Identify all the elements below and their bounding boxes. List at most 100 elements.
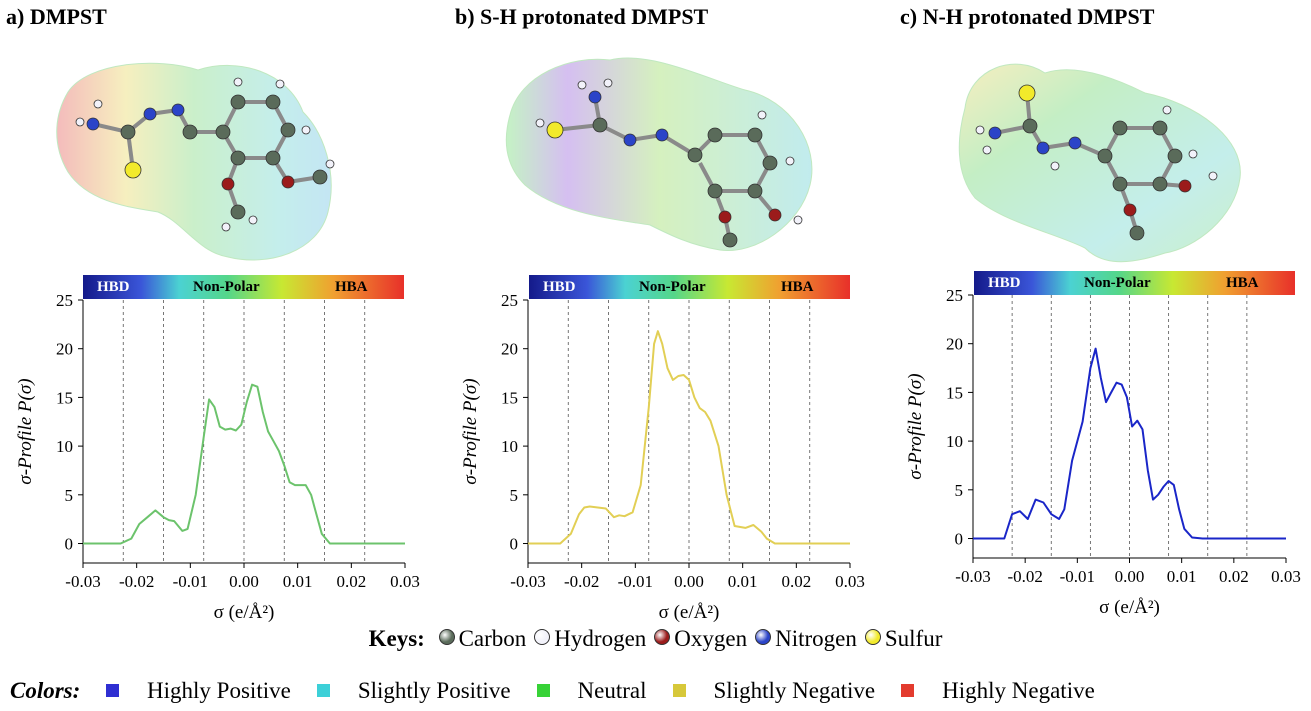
atom-keys-legend: Keys: Carbon Hydrogen Oxygen Nitrogen Sulfur (0, 626, 1311, 652)
color-swatch-icon (536, 684, 550, 697)
x-tick-label: 0.01 (728, 572, 758, 591)
color-swatch-icon (672, 684, 686, 697)
color-label: Highly Negative (942, 678, 1095, 703)
color-item: Slightly Positive (309, 678, 511, 703)
x-tick-label: -0.01 (618, 572, 653, 591)
molecule-surface-image (505, 57, 813, 252)
atom-ball-icon (438, 629, 455, 645)
polarity-scale-bar: HBD Non-Polar HBA (529, 275, 850, 299)
x-tick-label: 0.03 (835, 572, 865, 591)
hbd-label: HBD (97, 278, 130, 295)
nonpolar-label: Non-Polar (639, 278, 706, 295)
hba-label: HBA (781, 278, 814, 295)
x-axis-label: σ (e/Å²) (659, 602, 720, 623)
y-tick-label: 10 (501, 437, 518, 456)
color-item: Highly Positive (98, 678, 291, 703)
key-label: Hydrogen (554, 626, 647, 651)
molecule-surface-image (958, 63, 1241, 263)
x-tick-label: -0.02 (564, 572, 599, 591)
color-swatch-icon (901, 684, 915, 697)
sigma-profile-chart: 0 5 10 15 20 25 -0.03 -0.02 -0.01 0.00 0.01 0.02 0.0… (15, 291, 420, 623)
panel-title: c) N-H protonated DMPST (900, 4, 1155, 29)
x-tick-label: -0.01 (1060, 567, 1095, 586)
y-tick-label: 5 (955, 481, 964, 500)
colors-title: Colors: (10, 678, 81, 703)
y-tick-label: 10 (946, 432, 963, 451)
y-axis-label: σ-Profile P(σ) (905, 373, 926, 479)
y-axis-label: σ-Profile P(σ) (15, 378, 36, 484)
x-tick-label: 0.00 (674, 572, 704, 591)
y-tick-label: 0 (510, 535, 519, 554)
polarity-scale-bar: HBD Non-Polar HBA (974, 271, 1295, 295)
x-tick-label: 0.01 (283, 572, 313, 591)
sigma-profile-line (528, 330, 850, 545)
x-tick-label: 0.02 (1219, 567, 1249, 586)
sigma-profile-chart: 0 5 10 15 20 25 -0.03 -0.02 -0.01 0.00 0.01 0.02 0.0… (460, 291, 865, 623)
x-tick-label: 0.01 (1167, 567, 1197, 586)
y-tick-label: 10 (56, 437, 73, 456)
x-tick-label: 0.02 (336, 572, 366, 591)
key-label: Sulfur (884, 626, 943, 651)
x-tick-label: -0.03 (955, 567, 990, 586)
key-item: Oxygen (654, 626, 747, 651)
color-label: Neutral (577, 678, 647, 703)
atom-ball-icon (755, 629, 772, 645)
key-label: Oxygen (674, 626, 748, 651)
key-item: Sulfur (864, 626, 943, 651)
y-tick-label: 5 (65, 486, 74, 505)
y-tick-label: 15 (946, 383, 963, 402)
sigma-profile-chart: 0 5 10 15 20 25 -0.03 -0.02 -0.01 0.00 0.01 0.02 0.0… (905, 286, 1301, 618)
hbd-label: HBD (988, 274, 1021, 291)
hbd-label: HBD (543, 278, 576, 295)
color-label: Slightly Negative (713, 678, 876, 703)
key-item: Nitrogen (755, 626, 857, 651)
y-tick-label: 0 (955, 530, 964, 549)
color-swatch-icon (316, 684, 330, 697)
key-item: Carbon (438, 626, 527, 651)
x-tick-label: -0.02 (119, 572, 154, 591)
y-tick-label: 20 (56, 340, 73, 359)
color-item: Slightly Negative (665, 678, 876, 703)
y-tick-label: 25 (56, 291, 73, 310)
panel-title: b) S-H protonated DMPST (455, 4, 709, 29)
nonpolar-label: Non-Polar (193, 278, 260, 295)
y-tick-label: 15 (501, 388, 518, 407)
x-tick-label: 0.03 (390, 572, 420, 591)
panel-a: a) DMPST (0, 0, 430, 623)
color-label: Highly Positive (147, 678, 291, 703)
x-axis-label: σ (e/Å²) (1099, 597, 1160, 618)
x-tick-label: -0.01 (173, 572, 208, 591)
x-tick-label: 0.00 (229, 572, 259, 591)
y-tick-label: 20 (501, 340, 518, 359)
color-item: Neutral (529, 678, 647, 703)
atom-ball-icon (654, 629, 671, 645)
sigma-profile-line (83, 383, 405, 545)
panel-c: c) N-H protonated DMPST (890, 0, 1311, 620)
x-tick-label: -0.02 (1007, 567, 1042, 586)
key-label: Carbon (458, 626, 527, 651)
key-label: Nitrogen (775, 626, 857, 651)
y-axis-label: σ-Profile P(σ) (460, 378, 481, 484)
x-tick-label: 0.03 (1271, 567, 1301, 586)
keys-title: Keys: (368, 626, 425, 651)
y-tick-label: 0 (65, 535, 74, 554)
y-tick-label: 25 (946, 286, 963, 305)
polarity-scale-bar: HBD Non-Polar HBA (83, 275, 404, 299)
panel-b: b) S-H protonated DMPST (445, 0, 875, 623)
hba-label: HBA (1226, 274, 1259, 291)
x-tick-label: 0.02 (781, 572, 811, 591)
panel-title: a) DMPST (6, 4, 107, 29)
x-tick-label: -0.03 (510, 572, 545, 591)
key-item: Hydrogen (534, 626, 646, 651)
y-tick-label: 25 (501, 291, 518, 310)
color-item: Highly Negative (893, 678, 1095, 703)
nonpolar-label: Non-Polar (1084, 274, 1151, 291)
y-tick-label: 20 (946, 335, 963, 354)
atom-ball-icon (534, 629, 551, 645)
color-swatch-icon (106, 684, 120, 697)
y-tick-label: 5 (510, 486, 519, 505)
surface-colors-legend: Colors: Highly Positive Slightly Positive… (0, 678, 1311, 704)
x-tick-label: 0.00 (1115, 567, 1145, 586)
hba-label: HBA (335, 278, 368, 295)
x-tick-label: -0.03 (65, 572, 100, 591)
